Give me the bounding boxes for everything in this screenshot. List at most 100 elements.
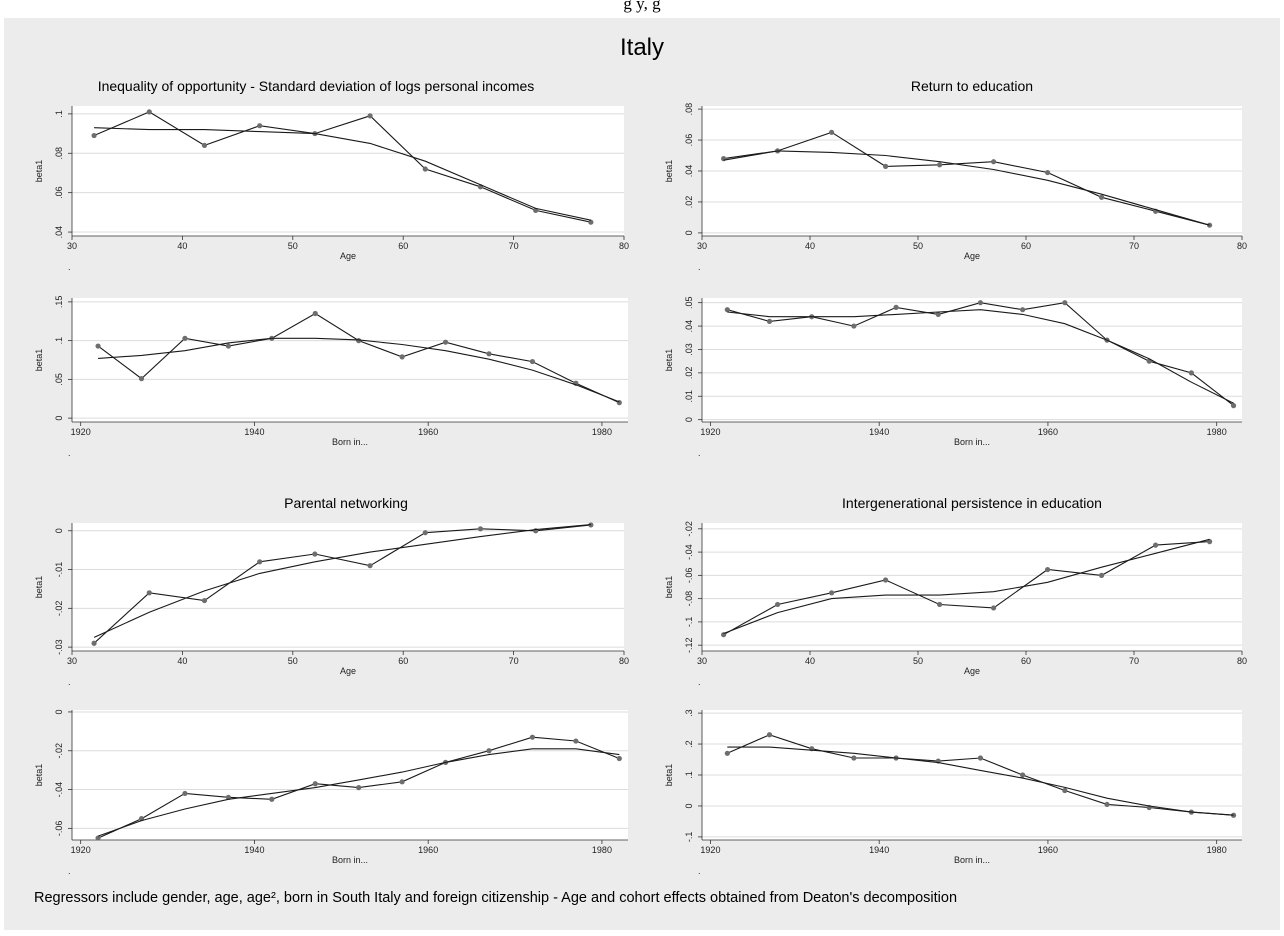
- data-point: [991, 605, 997, 611]
- y-tick-label: -.02: [54, 601, 64, 617]
- caption-dot: .: [68, 866, 71, 876]
- data-point: [146, 590, 152, 596]
- data-point: [937, 162, 943, 168]
- data-point: [977, 755, 984, 761]
- x-axis-label: Age: [340, 666, 356, 676]
- data-point: [775, 601, 781, 608]
- chart-2: 0 .05 .1 .15 1920 1940 1960 1980 Born in... beta1…: [34, 296, 628, 458]
- x-tick-label: 70: [1129, 656, 1139, 666]
- data-point: [91, 640, 97, 646]
- data-point: [724, 307, 730, 313]
- data-point: [851, 755, 857, 761]
- data-point: [1099, 572, 1105, 578]
- x-axis-label: Age: [964, 666, 980, 676]
- data-point: [935, 311, 941, 317]
- data-point: [573, 738, 579, 744]
- data-point: [851, 323, 857, 329]
- plot-area: [72, 106, 624, 236]
- y-axis-label: beta1: [34, 764, 44, 787]
- y-tick-label: -.04: [684, 544, 694, 560]
- x-tick-label: 60: [1021, 241, 1031, 251]
- y-tick-label: .02: [684, 196, 694, 209]
- data-point: [138, 376, 145, 382]
- data-point: [893, 304, 899, 310]
- data-point: [829, 590, 835, 596]
- figure-panel: Italy .04 .06 .08 .1 30 40 50 60 70 80 Age beta1. In…: [4, 18, 1280, 930]
- y-axis-label: beta1: [34, 576, 44, 599]
- x-tick-label: 1960: [1038, 427, 1058, 437]
- x-tick-label: 80: [1237, 241, 1247, 251]
- data-point: [257, 559, 263, 565]
- data-point: [486, 748, 492, 754]
- x-tick-label: 80: [619, 656, 629, 666]
- series-observed-line: [93, 524, 591, 644]
- y-tick-label: .05: [684, 296, 694, 309]
- y-tick-label: .03: [684, 343, 694, 356]
- data-point: [399, 354, 405, 360]
- y-axis-label: beta1: [664, 160, 674, 183]
- series-smoothed-line: [723, 150, 1210, 226]
- caption-dot: .: [68, 677, 71, 687]
- data-point: [442, 339, 449, 345]
- x-tick-label: 1980: [592, 845, 612, 855]
- x-tick-label: 50: [288, 241, 298, 251]
- series-smoothed-line: [94, 127, 592, 221]
- x-tick-label: 1920: [700, 845, 720, 855]
- y-tick-label: .04: [684, 165, 694, 178]
- x-tick-label: 30: [697, 241, 707, 251]
- data-point: [1207, 539, 1213, 545]
- y-tick-label: -.1: [684, 832, 694, 843]
- x-tick-label: 50: [913, 656, 923, 666]
- y-tick-label: -.08: [684, 591, 694, 607]
- y-tick-label: .1: [684, 771, 694, 779]
- caption-dot: .: [698, 677, 701, 687]
- x-tick-label: 80: [619, 241, 629, 251]
- y-axis-label: beta1: [34, 160, 44, 183]
- x-tick-label: 70: [509, 656, 519, 666]
- data-point: [182, 335, 188, 341]
- x-tick-label: 1980: [1207, 427, 1227, 437]
- chart-8: -.1 0 .1 .2 .3 1920 1940 1960 1980 Born in... beta…: [664, 709, 1242, 876]
- data-point: [616, 755, 622, 762]
- plot-area: [72, 523, 624, 651]
- x-tick-label: 1960: [1038, 845, 1058, 855]
- series-smoothed-line: [93, 524, 591, 638]
- caption-dot: .: [698, 448, 701, 458]
- y-tick-label: 0: [684, 230, 694, 235]
- x-tick-label: 60: [398, 241, 408, 251]
- chart-4: 0 .01 .02 .03 .04 .05 1920 1940 1960 1980 Born in.…: [664, 296, 1242, 458]
- data-point: [367, 563, 373, 569]
- data-point: [1020, 307, 1026, 313]
- data-point: [486, 351, 492, 357]
- x-tick-label: 1940: [869, 845, 889, 855]
- y-tick-label: 0: [54, 528, 64, 533]
- y-tick-label: -.12: [684, 637, 694, 653]
- data-point: [1045, 566, 1051, 573]
- data-point: [724, 750, 730, 756]
- data-point: [201, 597, 208, 604]
- x-tick-label: 40: [805, 241, 815, 251]
- data-point: [356, 785, 362, 791]
- data-point: [977, 300, 984, 306]
- data-point: [225, 343, 231, 349]
- y-tick-label: .08: [684, 103, 694, 116]
- x-axis-label: Born in...: [954, 437, 990, 447]
- data-point: [312, 781, 318, 787]
- data-point: [422, 166, 428, 172]
- data-point: [422, 530, 428, 536]
- x-axis-label: Age: [964, 251, 980, 261]
- x-tick-label: 60: [1021, 656, 1031, 666]
- data-point: [1104, 801, 1110, 808]
- x-axis-label: Born in...: [332, 437, 368, 447]
- data-point: [182, 790, 188, 797]
- series-observed-line: [723, 131, 1210, 226]
- data-point: [991, 159, 997, 165]
- x-tick-label: 1960: [418, 845, 438, 855]
- y-tick-label: .1: [54, 110, 64, 118]
- x-tick-label: 50: [288, 656, 298, 666]
- y-tick-label: -.02: [54, 743, 64, 759]
- x-tick-label: 70: [509, 241, 519, 251]
- country-title: Italy: [619, 34, 664, 61]
- x-tick-label: 30: [67, 656, 77, 666]
- chart-6: -.06 -.04 -.02 0 1920 1940 1960 1980 Born in... b…: [34, 709, 628, 876]
